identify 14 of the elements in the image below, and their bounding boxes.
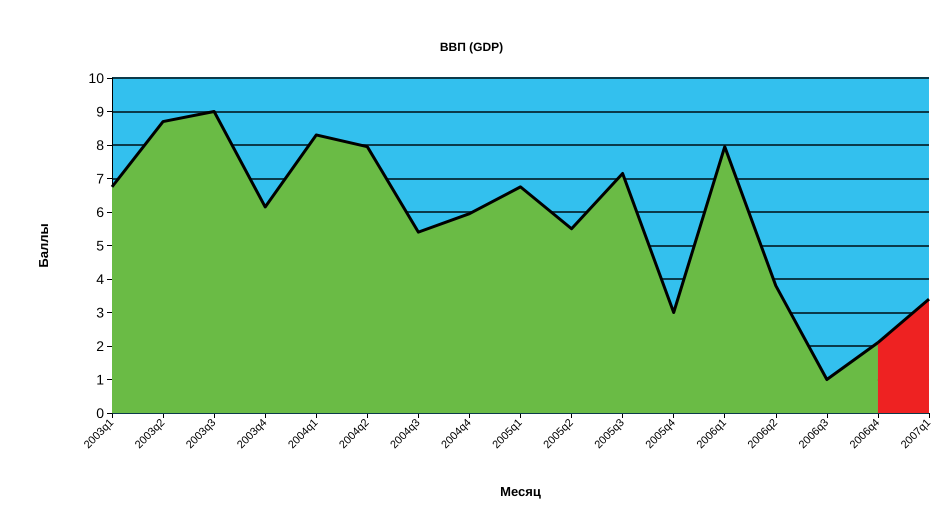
y-tick-label: 8 — [96, 137, 104, 153]
y-tick-label: 6 — [96, 204, 104, 220]
y-tick-label: 5 — [96, 238, 104, 254]
chart-title: ВВП (GDP) — [440, 40, 504, 54]
x-axis-title: Месяц — [500, 484, 541, 499]
y-tick-label: 2 — [96, 338, 104, 354]
y-axis-title: Баллы — [36, 223, 51, 268]
y-tick-label: 10 — [88, 70, 104, 86]
y-tick-label: 0 — [96, 405, 104, 421]
y-tick-label: 7 — [96, 170, 104, 186]
y-tick-label: 1 — [96, 372, 104, 388]
y-tick-label: 3 — [96, 304, 104, 320]
y-tick-label: 4 — [96, 271, 104, 287]
y-tick-label: 9 — [96, 104, 104, 120]
